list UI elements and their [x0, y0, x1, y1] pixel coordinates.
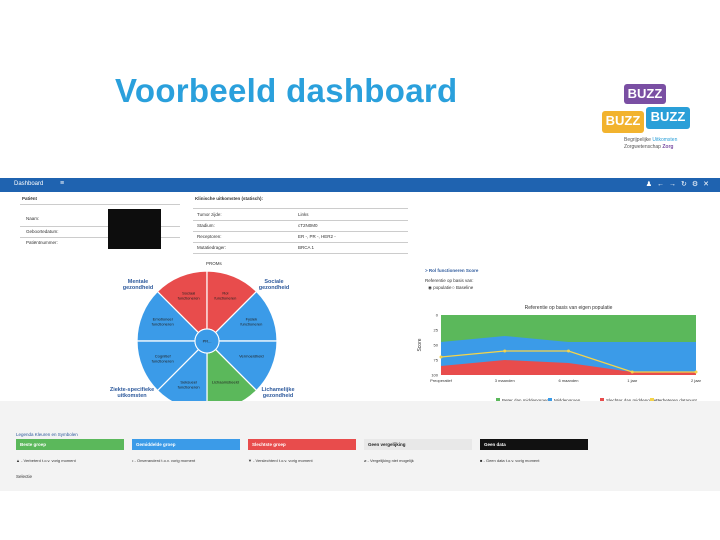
close-icon[interactable]: ✕ [703, 181, 714, 188]
settings-icon[interactable]: ⚙ [691, 181, 704, 188]
patient-header: Patiënt [22, 196, 38, 201]
wheel-center-label: PR... [203, 339, 212, 344]
x-tick-label: 1 jaar [627, 378, 638, 383]
wheel-segment-label: Emotioneel functioneren [152, 317, 174, 327]
proms-wheel[interactable]: Emotioneel functioneren Sociaal functionere… [134, 268, 280, 414]
legend-symbol-desc: ▲ - Verbeterd t.o.v. vorig moment [16, 458, 76, 463]
section-disease: Ziekte-specifieke uitkomsten [109, 387, 155, 399]
chart-title: Referentie op basis van eigen populatie [525, 305, 613, 311]
dashboard-screenshot: Dashboard ≡ ♟←→↻⚙✕ Patiënt Naam: Geboort… [0, 176, 720, 491]
legend-footer: Selectie [16, 474, 33, 479]
refresh-icon[interactable]: ↻ [680, 181, 692, 188]
area-worse [441, 360, 696, 375]
data-point[interactable] [630, 370, 634, 374]
y-tick-label: 100 [431, 373, 438, 378]
hamburger-icon[interactable]: ≡ [60, 180, 65, 187]
chart-legend-item: Middengroep [548, 398, 580, 403]
wheel-segment-label: Sociaal functioneren [178, 291, 200, 301]
legend-color-box: Geen data [480, 439, 588, 450]
section-physical: Lichamelijke gezondheid [261, 387, 295, 399]
clinical-value: Links [298, 212, 309, 217]
wheel-segment-label: Lichaamsbeeld [212, 379, 239, 384]
legend-color-box: Gemiddelde groep [132, 439, 240, 450]
clinical-label: Tumor zijde: [197, 212, 222, 217]
dashboard-topbar: Dashboard ≡ ♟←→↻⚙✕ [0, 178, 720, 192]
radio-baseline[interactable]: ○ Baseline [452, 285, 474, 290]
legend-color-box: Beste groep [16, 439, 124, 450]
legend-color-box: Slechtste groep [248, 439, 356, 450]
patient-redacted-box [108, 209, 161, 249]
back-icon[interactable]: ← [656, 181, 669, 188]
logo-line-1: Begrijpelijke Uitkomsten [624, 137, 678, 143]
legend-color-box: Geen vergelijking [364, 439, 472, 450]
wheel-segment-label: Fysiek functioneren [240, 317, 262, 327]
legend-symbol-desc: ø - Vergelijking niet mogelijk [364, 458, 414, 463]
forward-icon[interactable]: → [668, 181, 681, 188]
buzz-logo: BUZZ BUZZ BUZZ Begrijpelijke Uitkomsten … [596, 80, 712, 154]
clinical-value: cT2N0M0 [298, 223, 318, 228]
logo-bubble-blue: BUZZ [646, 107, 690, 129]
radio-population[interactable]: ◉ populatie [428, 285, 452, 290]
y-tick-label: 0 [436, 313, 439, 318]
legend-title: Legenda Kleuren en Symbolen [16, 432, 78, 437]
nav-icons[interactable]: ♟←→↻⚙✕ [646, 180, 714, 188]
wheel-center[interactable] [194, 328, 220, 354]
data-point[interactable] [439, 355, 443, 359]
wheel-segment-label: Vermoeidheid [239, 353, 263, 358]
clinical-label: Receptoren: [197, 234, 222, 239]
legend-symbol-desc: ■ - Geen data t.o.v. vorig moment [480, 458, 540, 463]
clinical-value: ER -, PR -, HER2 - [298, 234, 336, 239]
slide-title: Voorbeeld dashboard [115, 72, 458, 109]
wheel-segment-label: Rol functioneren [214, 291, 236, 301]
clinical-header: Klinische uitkomsten (statisch): [195, 196, 264, 201]
logo-bubble-purple: BUZZ [624, 84, 666, 104]
section-mental: Mentale gezondheid [122, 279, 154, 291]
wheel-top-label: PROMs [206, 261, 222, 266]
clinical-value: BRCA 1 [298, 245, 315, 250]
chart-legend-item: Verbeteren datapunt [650, 398, 697, 403]
x-tick-label: 3 maanden [495, 378, 515, 383]
wheel-segment-label: Seksueel functioneren [178, 379, 200, 389]
patient-field-number: Patiëntnummer: [26, 240, 58, 245]
clinical-label: Stadium: [197, 223, 215, 228]
chart-ylabel: Score [417, 338, 423, 351]
y-tick-label: 75 [434, 358, 439, 363]
clinical-label: Mutatiedrager: [197, 245, 227, 250]
legend-symbol-desc: • - Onveranderd t.o.v. vorig moment [132, 458, 196, 463]
data-point[interactable] [503, 349, 507, 353]
logo-line-2: Zorgwetenschap Zorg [624, 144, 674, 150]
patient-field-dob: Geboortedatum: [26, 229, 59, 234]
section-social: Sociale gezondheid [258, 279, 290, 291]
x-tick-label: 2 jaar [691, 378, 702, 383]
data-point[interactable] [694, 370, 698, 374]
chart-legend-item: Slechter dan middengroep [600, 398, 659, 403]
chart-legend-item: Beter dan middengroep [496, 398, 549, 403]
x-tick-label: 6 maanden [558, 378, 578, 383]
score-link[interactable]: > Rol functioneren Score [425, 268, 479, 273]
reference-label: Referentie op basis van: [425, 278, 474, 283]
logo-bubble-yellow: BUZZ [602, 111, 644, 133]
y-tick-label: 50 [434, 343, 439, 348]
legend-symbol-desc: ▼ - Verslechterd t.o.v. vorig moment [248, 458, 313, 463]
y-tick-label: 25 [434, 328, 439, 333]
patient-field-name: Naam: [26, 216, 40, 221]
dashboard-title: Dashboard [14, 181, 44, 187]
data-point[interactable] [567, 349, 570, 353]
reference-area-chart: Referentie op basis van eigen populatie S… [417, 305, 702, 383]
x-tick-label: Preoperatief [430, 378, 453, 383]
wheel-segment-label: Cognitief functioneren [152, 353, 174, 363]
user-icon[interactable]: ♟ [645, 181, 657, 188]
